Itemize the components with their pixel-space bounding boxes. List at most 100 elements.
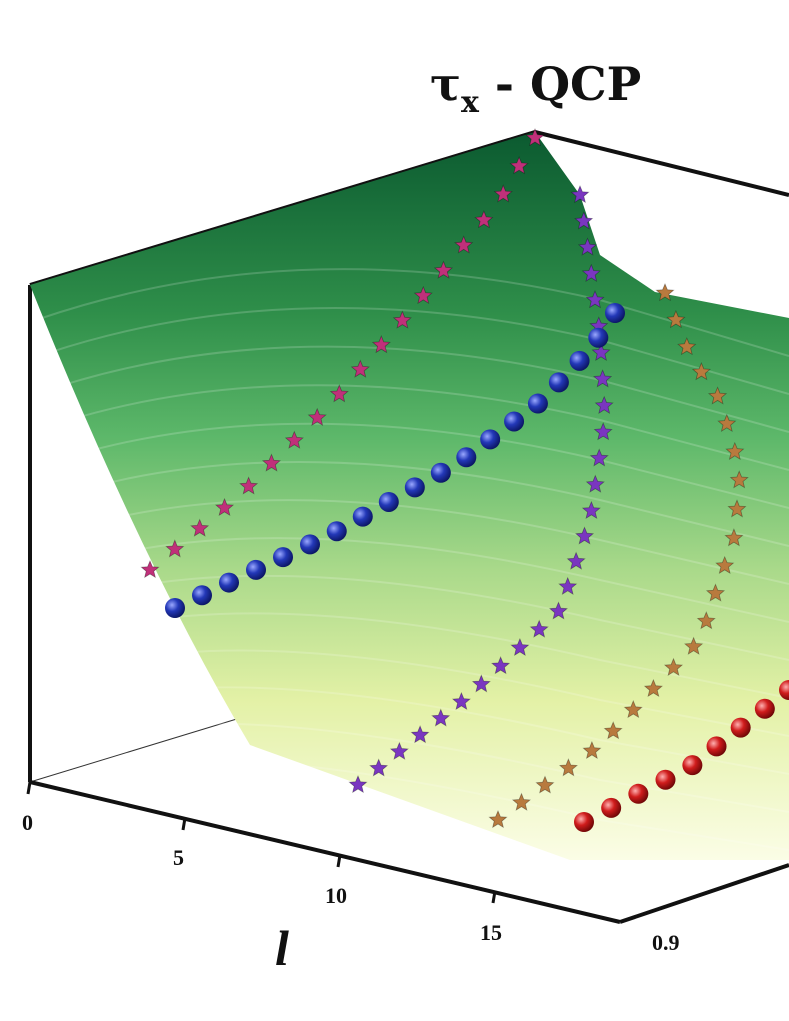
red-sphere-3 xyxy=(655,769,676,790)
blue-sphere-4 xyxy=(273,547,294,568)
orange-star-6 xyxy=(623,699,643,719)
contour-line xyxy=(155,758,789,851)
blue-sphere-18 xyxy=(605,303,625,323)
front-axis-right xyxy=(619,863,789,924)
contour-line xyxy=(74,422,789,509)
orange-star-5 xyxy=(603,721,623,740)
orange-star-1 xyxy=(511,792,531,811)
contour-line xyxy=(146,722,789,813)
title-rest: - QCP xyxy=(479,57,641,111)
blue-sphere-14 xyxy=(527,393,548,414)
pink-star-3 xyxy=(214,497,235,517)
pink-star-15 xyxy=(474,210,494,229)
orange-star-21 xyxy=(666,309,686,329)
contour-line xyxy=(83,461,789,547)
contour-line xyxy=(38,268,789,357)
orange-star-11 xyxy=(705,583,726,602)
l-axis-ticks xyxy=(26,781,497,904)
orange-star-22 xyxy=(655,282,675,302)
orange-star-17 xyxy=(717,413,737,432)
surface xyxy=(30,132,789,860)
pink-star-10 xyxy=(371,335,391,354)
contour-line xyxy=(92,499,789,585)
purple-star-7 xyxy=(490,656,511,675)
purple-star-26 xyxy=(570,184,590,204)
blue-sphere-12 xyxy=(480,429,501,450)
orange-star-7 xyxy=(643,678,664,698)
title-symbol: τ xyxy=(430,57,461,111)
orange-star-9 xyxy=(683,636,704,655)
pink-star-0 xyxy=(140,559,160,579)
blue-sphere-0 xyxy=(165,598,185,618)
chart-title: τx - QCP xyxy=(430,57,641,120)
contour-line xyxy=(110,574,789,661)
g-tick-0-9: 0.9 xyxy=(652,930,680,955)
pink-star-4 xyxy=(239,476,259,495)
pink-star-1 xyxy=(165,539,185,558)
l-axis-label: l xyxy=(275,920,289,976)
purple-star-20 xyxy=(591,342,611,361)
blue-sphere-8 xyxy=(378,491,399,512)
blue-sphere-7 xyxy=(352,506,373,527)
series-orange-stars xyxy=(488,282,749,829)
l-tick-10: 10 xyxy=(325,883,347,908)
l-tick-15: 15 xyxy=(480,920,502,945)
red-sphere-5 xyxy=(706,736,727,757)
front-axis-l xyxy=(29,780,621,924)
purple-star-0 xyxy=(348,774,368,794)
red-sphere-1 xyxy=(601,797,622,818)
pink-star-6 xyxy=(284,430,304,449)
purple-star-2 xyxy=(389,741,409,760)
pink-star-8 xyxy=(329,384,349,403)
purple-star-5 xyxy=(451,691,472,711)
l-axis-tick-mark xyxy=(26,781,32,795)
orange-star-19 xyxy=(691,362,712,381)
purple-star-13 xyxy=(575,526,595,545)
orange-star-20 xyxy=(677,337,697,356)
purple-star-15 xyxy=(585,474,605,493)
purple-star-14 xyxy=(581,500,601,520)
purple-star-24 xyxy=(577,237,598,256)
purple-star-17 xyxy=(593,422,613,441)
purple-star-10 xyxy=(548,601,568,620)
back-edge-right xyxy=(534,130,789,197)
orange-star-2 xyxy=(535,775,555,794)
pink-star-17 xyxy=(509,156,529,175)
contour-line xyxy=(56,345,789,433)
red-sphere-4 xyxy=(682,755,703,776)
blue-sphere-10 xyxy=(430,462,451,483)
l-axis-tick-mark xyxy=(336,854,342,868)
orange-star-3 xyxy=(558,758,579,777)
title-subscript: x xyxy=(461,85,480,120)
series-red-spheres xyxy=(574,680,789,832)
floor-diagonal xyxy=(29,717,241,783)
red-sphere-6 xyxy=(730,717,751,738)
blue-sphere-15 xyxy=(548,372,569,393)
blue-sphere-5 xyxy=(300,534,321,555)
pink-star-9 xyxy=(350,359,370,378)
purple-star-3 xyxy=(410,725,430,744)
series-pink-stars xyxy=(140,127,545,579)
blue-sphere-6 xyxy=(326,521,347,542)
orange-star-15 xyxy=(729,470,749,489)
purple-star-11 xyxy=(558,576,578,595)
surface-body xyxy=(30,132,789,860)
l-axis-tick-mark xyxy=(491,890,497,904)
orange-star-16 xyxy=(725,441,745,460)
orange-star-0 xyxy=(488,809,508,829)
red-sphere-7 xyxy=(754,698,775,719)
contour-line xyxy=(128,649,789,737)
pink-star-2 xyxy=(190,518,210,537)
blue-sphere-3 xyxy=(246,559,267,580)
red-sphere-2 xyxy=(628,783,649,804)
pink-star-14 xyxy=(454,235,474,254)
purple-star-16 xyxy=(589,448,609,467)
blue-sphere-11 xyxy=(456,447,477,468)
purple-star-4 xyxy=(431,708,451,727)
blue-sphere-9 xyxy=(404,477,425,498)
blue-sphere-2 xyxy=(219,572,240,593)
pink-star-16 xyxy=(493,184,513,203)
series-blue-spheres xyxy=(165,303,625,618)
blue-sphere-1 xyxy=(192,585,213,606)
